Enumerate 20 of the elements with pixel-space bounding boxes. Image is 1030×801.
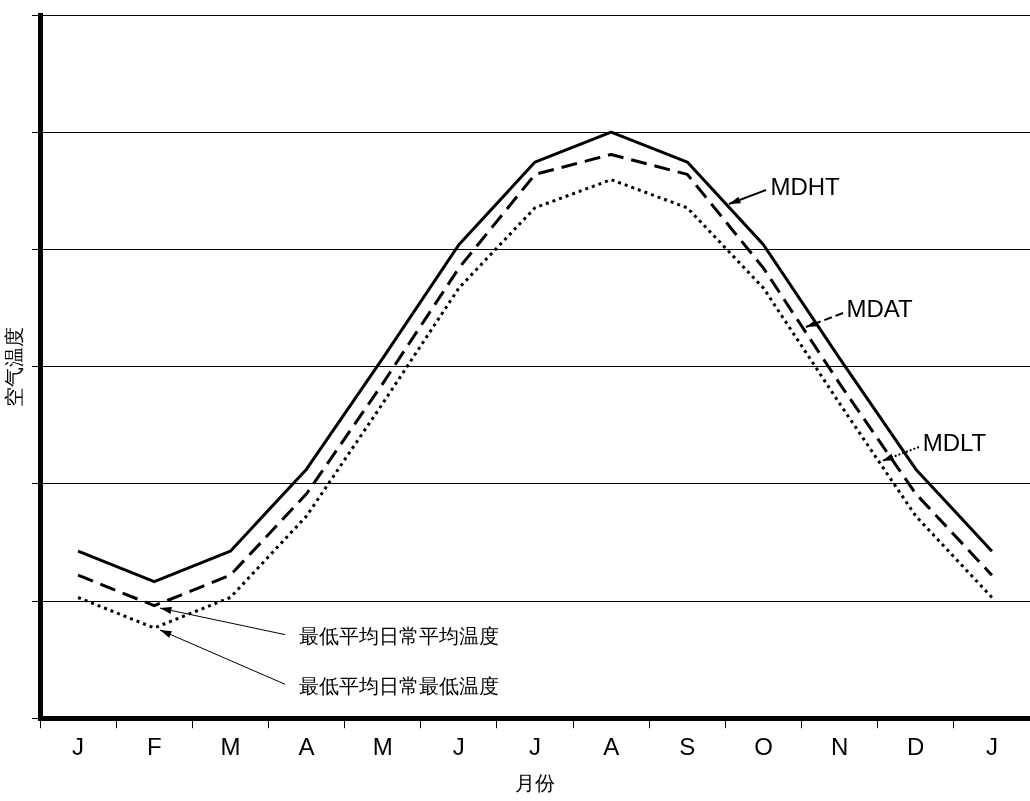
x-tick-label: N	[830, 733, 849, 761]
annotation: 最低平均日常最低温度	[299, 675, 500, 698]
annotation: 最低平均日常平均温度	[299, 625, 500, 648]
x-tick-label: A	[603, 733, 620, 761]
legend-label: MDLT	[922, 429, 987, 457]
x-axis-title: 月份	[515, 772, 555, 795]
y-axis-title: 空气温度	[3, 326, 26, 407]
x-tick-label: J	[72, 733, 85, 761]
x-tick-label: D	[907, 733, 925, 761]
x-tick-label: J	[985, 733, 998, 761]
x-tick-label: J	[452, 733, 465, 761]
x-tick-label: M	[372, 733, 393, 761]
x-tick-label: S	[679, 733, 696, 761]
x-tick-label: O	[754, 733, 773, 761]
legend-label: MDAT	[846, 295, 914, 323]
x-tick-label: A	[298, 733, 315, 761]
x-tick-label: M	[220, 733, 241, 761]
legend-label: MDHT	[770, 173, 841, 201]
x-tick-label: J	[529, 733, 541, 761]
x-tick-label: F	[146, 733, 162, 761]
